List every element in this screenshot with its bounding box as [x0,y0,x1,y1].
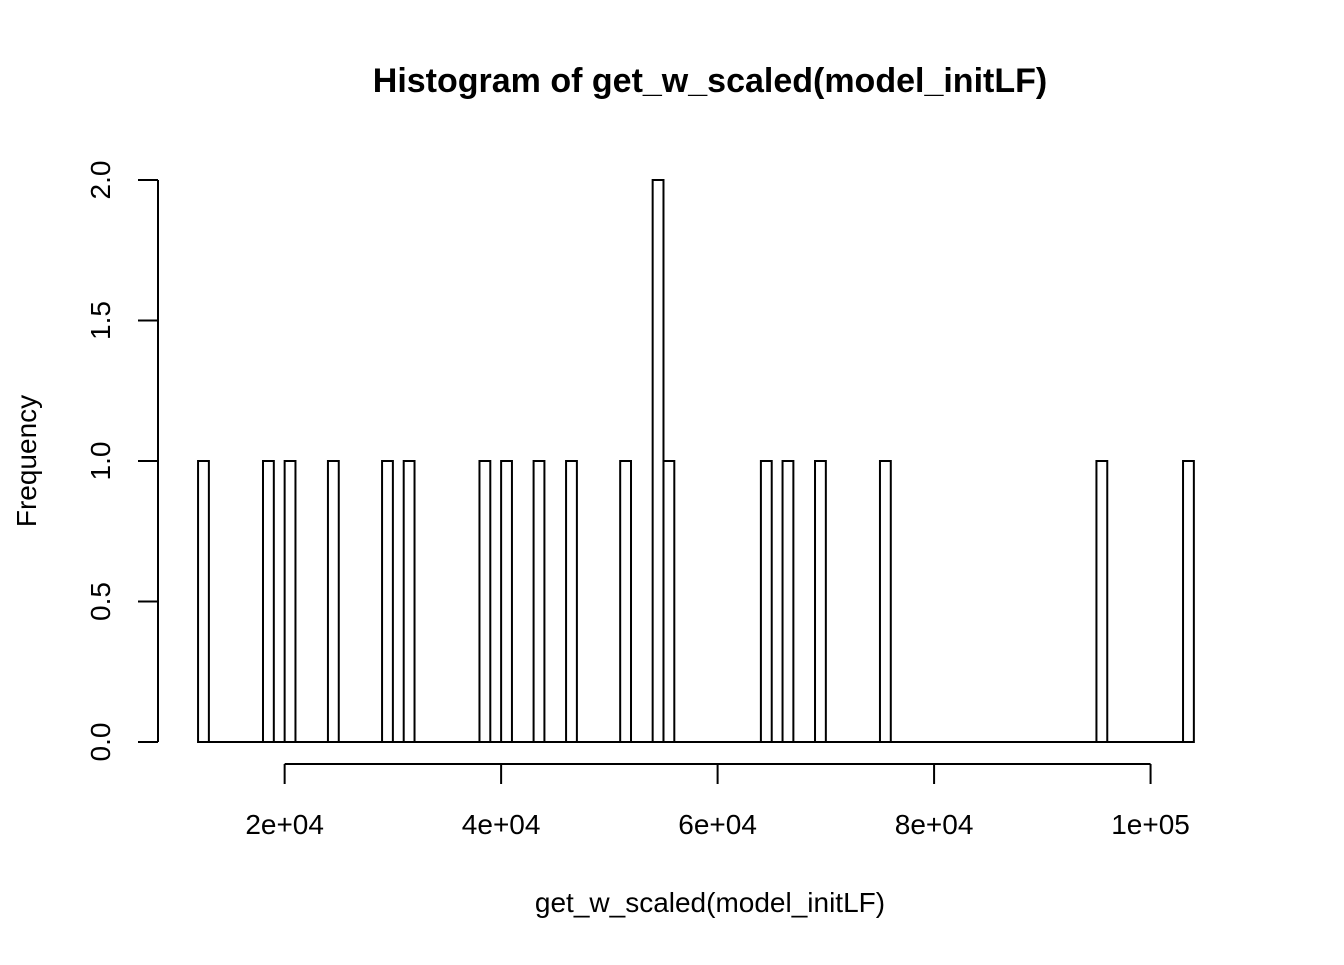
y-tick-label: 1.5 [85,301,116,340]
histogram-bar [197,460,210,743]
histogram-bar [878,460,892,743]
x-axis-label: get_w_scaled(model_initLF) [535,887,885,918]
histogram-bar [283,460,297,743]
histogram-bar [781,460,795,743]
histogram-bar [478,460,492,743]
x-tick-label: 2e+04 [245,809,324,840]
histogram-bar [759,460,773,743]
x-tick-label: 8e+04 [895,809,974,840]
histogram-bar [814,460,827,743]
x-axis: 2e+04 4e+04 6e+04 8e+04 1e+05 [245,763,1190,840]
histogram-bar [500,460,513,743]
histogram-bar [326,460,340,743]
chart-title: Histogram of get_w_scaled(model_initLF) [373,62,1047,100]
x-tick-label: 6e+04 [678,809,757,840]
histogram-bar [662,460,676,743]
y-tick-label: 0.5 [85,582,116,621]
histogram-bar [402,460,416,743]
y-tick-label: 1.0 [85,442,116,481]
y-tick-label: 2.0 [85,161,116,200]
histogram-bar [565,460,578,743]
x-tick-label: 1e+05 [1111,809,1190,840]
histogram-bar [1095,460,1109,743]
y-axis-label: Frequency [11,395,42,527]
histogram-bar [261,460,275,743]
y-axis: 0.0 0.5 1.0 1.5 2.0 [85,161,159,762]
histogram-bar [381,460,394,743]
x-tick-label: 4e+04 [462,809,541,840]
histogram-bar [619,460,633,743]
histogram-bar [1182,460,1195,743]
y-tick-label: 0.0 [85,723,116,762]
histogram-bar [651,179,665,743]
bars-layer [197,179,1195,743]
histogram-bar [532,460,546,743]
